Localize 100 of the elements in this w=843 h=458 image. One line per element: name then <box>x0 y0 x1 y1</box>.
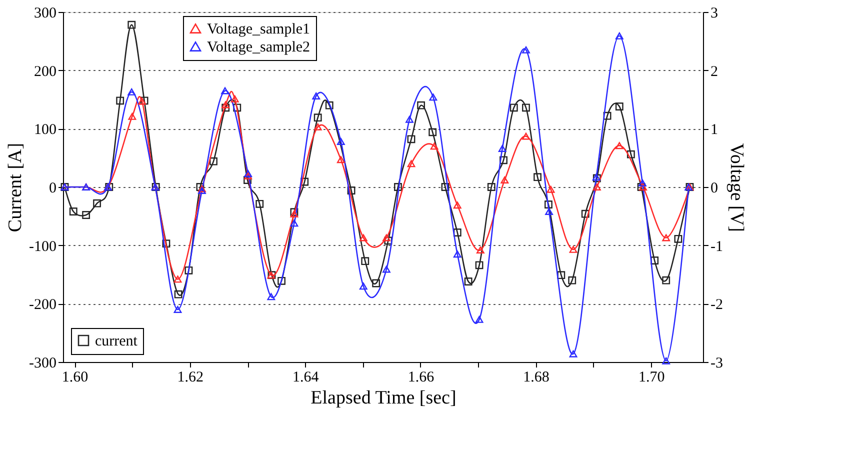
point <box>384 236 392 245</box>
point <box>278 276 286 285</box>
point <box>222 101 230 108</box>
point <box>650 256 659 264</box>
y2-tick-label: -3 <box>710 356 723 372</box>
point <box>453 202 462 209</box>
point <box>82 211 90 219</box>
point <box>464 278 472 286</box>
point <box>210 157 218 166</box>
point <box>476 246 484 254</box>
y2-tick-label: 2 <box>710 64 718 80</box>
point <box>522 104 530 112</box>
point <box>267 293 276 300</box>
point <box>522 46 530 54</box>
point <box>441 183 450 191</box>
point <box>290 220 298 227</box>
point <box>336 138 345 146</box>
point <box>394 183 402 191</box>
y-tick-label: 0 <box>49 180 56 196</box>
point <box>453 250 462 258</box>
point <box>256 200 264 208</box>
point <box>557 271 566 280</box>
point <box>312 92 320 100</box>
y2-tick-label: 3 <box>710 6 718 22</box>
point <box>222 104 230 112</box>
point <box>581 210 590 218</box>
y-tick-label: -200 <box>29 297 56 314</box>
x-tick-label: 1.66 <box>408 370 435 386</box>
point <box>674 234 682 243</box>
point <box>453 228 462 236</box>
point <box>569 246 578 253</box>
point <box>568 276 576 284</box>
point <box>359 234 368 242</box>
point <box>500 156 508 164</box>
point <box>174 306 182 314</box>
x-tick-label: 1.62 <box>177 370 204 386</box>
point <box>615 102 624 110</box>
legend-label: Voltage_sample1 <box>207 22 310 38</box>
legend-label: Voltage_sample2 <box>207 40 310 56</box>
point <box>184 266 193 274</box>
x-axis-title: Elapsed Time [sec] <box>310 388 456 408</box>
point <box>592 183 601 191</box>
point <box>69 208 78 216</box>
point <box>662 234 670 242</box>
point <box>93 199 101 208</box>
y-axis-title: Current [A] <box>5 142 26 232</box>
x-tick-label: 1.70 <box>638 370 665 386</box>
point <box>336 156 345 164</box>
y-tick-label: 100 <box>34 122 56 138</box>
point <box>230 95 239 102</box>
y2-tick-label: 0 <box>710 180 718 196</box>
point <box>615 32 624 40</box>
point <box>372 279 380 288</box>
point <box>475 316 484 323</box>
point <box>359 282 368 290</box>
point <box>546 186 555 193</box>
point <box>221 87 229 94</box>
y-tick-label: 300 <box>34 6 56 22</box>
y2-tick-label: -1 <box>710 238 723 255</box>
point <box>314 114 322 122</box>
point <box>347 186 356 194</box>
point <box>487 183 496 191</box>
point <box>140 96 148 105</box>
point <box>626 150 635 158</box>
point <box>325 101 334 110</box>
y-tick-label: -100 <box>29 238 56 255</box>
point <box>406 116 414 123</box>
point <box>522 132 530 140</box>
point <box>498 144 506 152</box>
y2-axis-title: Voltage [V] <box>726 143 747 232</box>
legend-label: current <box>95 334 138 350</box>
y-tick-label: 200 <box>34 64 56 80</box>
point <box>662 357 670 364</box>
point <box>138 98 146 105</box>
point <box>174 290 182 298</box>
point <box>429 94 438 101</box>
point <box>430 142 438 150</box>
x-tick-label: 1.60 <box>62 370 88 386</box>
point <box>244 172 252 180</box>
point <box>545 208 554 216</box>
point <box>174 276 182 283</box>
y2-tick-label: -2 <box>710 297 723 314</box>
point <box>569 350 578 358</box>
point <box>407 135 416 144</box>
point <box>615 142 624 150</box>
point <box>162 240 170 248</box>
point <box>544 200 552 208</box>
point <box>417 101 426 110</box>
y-tick-label: -300 <box>29 356 56 372</box>
point <box>361 257 370 266</box>
x-tick-label: 1.64 <box>292 370 320 386</box>
point <box>428 128 437 136</box>
point <box>534 173 542 182</box>
point <box>500 176 509 184</box>
point <box>128 88 136 96</box>
y2-tick-label: 1 <box>710 122 718 138</box>
point <box>382 234 390 242</box>
point <box>233 104 242 112</box>
point <box>116 96 124 105</box>
point <box>510 104 518 112</box>
